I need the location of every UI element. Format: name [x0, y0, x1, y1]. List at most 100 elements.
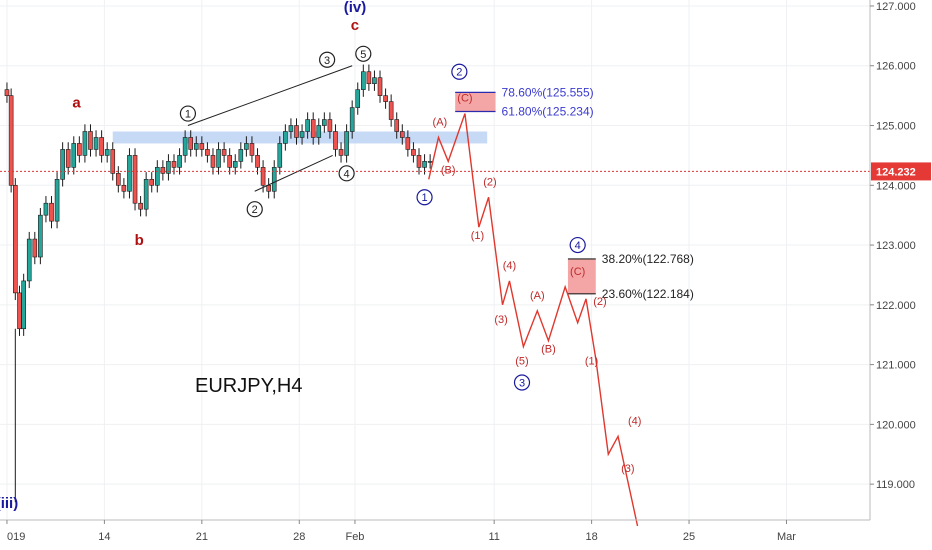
time-tick-label: 18: [585, 531, 597, 543]
candle-body: [138, 202, 143, 210]
candle-body: [199, 143, 205, 150]
candle-body: [427, 161, 433, 163]
candle-body: [149, 179, 155, 186]
candle-body: [77, 143, 82, 156]
candle-body: [411, 149, 416, 156]
wave-label: (2): [593, 296, 606, 308]
fib-level-label: 61.80%(125.234): [502, 105, 594, 119]
wave-number: 4: [575, 240, 581, 252]
time-tick-label: 21: [196, 531, 208, 543]
circled-wave-label: 4: [569, 236, 586, 254]
candle-body: [271, 167, 277, 192]
candle-body: [255, 155, 260, 168]
price-tick-label: 121.000: [876, 360, 916, 372]
wave-circle: [513, 374, 531, 391]
candle-body: [21, 280, 26, 330]
wave-label: (4): [628, 415, 641, 427]
wave-circle: [338, 165, 355, 182]
candle-body: [316, 125, 322, 138]
candle-body: [205, 149, 210, 156]
wave-label: (iv): [344, 0, 367, 16]
projection-line: [428, 113, 639, 527]
candle-body: [88, 131, 93, 150]
wave-label: (4): [503, 260, 516, 272]
price-tick-label: 119.000: [876, 479, 915, 491]
wave-label: (C): [570, 266, 585, 278]
fib-level-label: 78.60%(125.555): [502, 85, 594, 99]
candle-body: [249, 143, 255, 156]
candle-body: [26, 238, 32, 282]
price-tick-label: 126.000: [876, 61, 916, 73]
wave-number: 1: [185, 109, 191, 121]
price-series: [4, 64, 433, 503]
circled-wave-label: 5: [355, 45, 372, 62]
candle-body: [327, 119, 333, 132]
candle-body: [232, 161, 238, 168]
wave-number: 1: [421, 192, 427, 204]
current-price-label: 124.232: [876, 166, 916, 178]
candle-body: [17, 292, 22, 330]
candle-body: [171, 161, 177, 168]
candle-body: [305, 119, 310, 132]
circled-wave-label: 2: [246, 201, 263, 218]
candle-body: [60, 149, 65, 180]
circled-wave-label: 1: [416, 189, 433, 206]
candle-body: [372, 77, 377, 84]
price-axis-panel: [870, 0, 932, 550]
candle-body: [4, 89, 10, 96]
candle-body: [416, 155, 422, 168]
candle-body: [394, 119, 400, 132]
price-tick-label: 122.000: [876, 300, 916, 312]
wave-number: 2: [252, 204, 258, 216]
candle-body: [93, 137, 99, 150]
candle-body: [322, 119, 327, 126]
fib-level-label: 23.60%(122.184): [602, 287, 694, 301]
fib-level-label: 38.20%(122.768): [602, 252, 694, 266]
candle-body: [82, 131, 88, 156]
wedge-trendline: [254, 154, 333, 192]
candle-body: [344, 131, 349, 156]
candle-body: [355, 89, 361, 108]
candle-body: [288, 125, 294, 132]
candle-body: [405, 137, 411, 150]
drawings-layer: 78.60%(125.555) 61.80%(125.234) 38.20%(122…: [0, 65, 870, 301]
candle-body: [8, 95, 14, 186]
wave-label: a: [72, 95, 81, 112]
wave-label: (A): [433, 117, 448, 129]
candle-body: [110, 149, 116, 174]
wave-number: 2: [456, 67, 462, 79]
circled-wave-label: 3: [513, 374, 531, 391]
wave-4-target-box: [567, 258, 596, 294]
candle-body: [182, 137, 188, 156]
candle-body: [294, 125, 299, 138]
wave-label: (3): [621, 463, 634, 475]
candle-body: [260, 167, 266, 186]
current-price-badge: [871, 162, 931, 181]
wave-label: (1): [471, 230, 484, 242]
wave-circle: [246, 201, 263, 218]
wave-label: (iii): [0, 495, 18, 512]
candle-body: [71, 143, 77, 168]
wave-label: (A): [530, 290, 545, 302]
candle-body: [244, 143, 249, 150]
candle-body: [188, 137, 194, 150]
time-tick-label: 14: [98, 531, 110, 543]
wave-label: (B): [441, 164, 456, 176]
wave-number: 3: [324, 55, 330, 67]
wave-number: 3: [519, 378, 525, 390]
candle-body: [13, 184, 18, 294]
candle-body: [238, 149, 244, 162]
wave-label: (1): [585, 356, 598, 368]
wave-label: b: [135, 232, 144, 249]
wave-number: 5: [360, 49, 366, 61]
candle-body: [43, 202, 49, 216]
time-tick-label: Feb: [345, 531, 364, 543]
candle-body: [121, 184, 127, 192]
circled-wave-label: 3: [319, 51, 336, 68]
wave-label: (3): [494, 314, 507, 326]
time-tick-label: 28: [293, 531, 305, 543]
wave-circle: [416, 189, 433, 206]
candle-body: [166, 161, 171, 174]
